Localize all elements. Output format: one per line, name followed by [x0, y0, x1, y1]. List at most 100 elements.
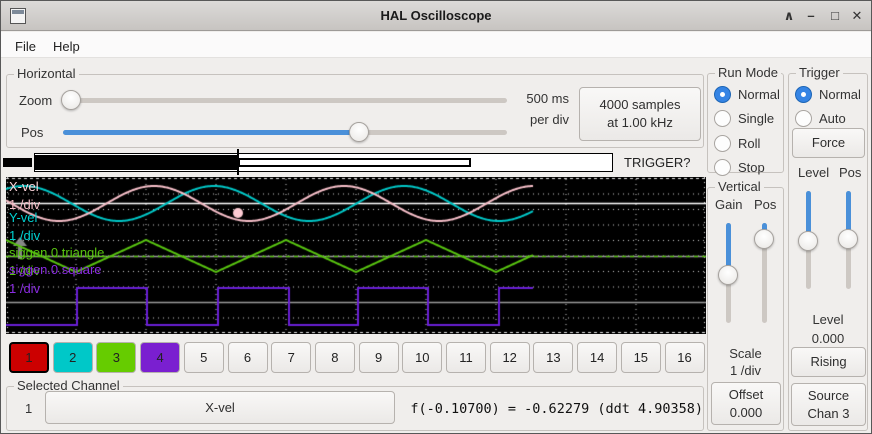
channel-button-6[interactable]: 6: [227, 342, 268, 373]
pos-slider-handle[interactable]: [349, 122, 369, 142]
maximize-window-icon[interactable]: □: [831, 8, 839, 23]
samples-line2: at 1.00 kHz: [607, 115, 673, 130]
trigger-level-label: Level: [798, 165, 830, 180]
trigger-level-caption: Level: [812, 312, 844, 327]
run-mode-radio-label: Stop: [738, 160, 765, 175]
pos-label: Pos: [21, 125, 44, 140]
channel-button-8[interactable]: 8: [314, 342, 355, 373]
selected-channel-group: Selected Channel: [6, 378, 704, 431]
vertical-gain-label: Gain: [715, 197, 743, 212]
trigger-mode-radio-auto[interactable]: Auto: [795, 109, 846, 129]
run-mode-radio-normal[interactable]: Normal: [714, 84, 780, 104]
selected-channel-title: Selected Channel: [14, 378, 123, 393]
force-label: Force: [811, 135, 846, 150]
force-trigger-button[interactable]: Force: [792, 128, 865, 158]
minimize-window-icon[interactable]: –: [807, 8, 815, 23]
channel-button-2[interactable]: 2: [52, 342, 93, 373]
pos-slider-fill: [63, 130, 359, 135]
trigger-mode-radio-label: Auto: [819, 111, 846, 126]
run-mode-radio-single[interactable]: Single: [714, 109, 774, 129]
trigger-group: Trigger Normal Auto: [788, 65, 868, 431]
vertical-pos-slider-track[interactable]: [762, 223, 767, 323]
scope-channel-label: 1 /div: [9, 197, 41, 212]
trigger-mode-radio-indicator[interactable]: [795, 110, 812, 127]
window-icon: [10, 8, 26, 24]
channel-button-14[interactable]: 14: [577, 342, 618, 373]
channel-button-11[interactable]: 11: [446, 342, 486, 373]
scope-channel-label: X-vel: [9, 179, 39, 194]
run-mode-title: Run Mode: [715, 65, 781, 80]
horizontal-group-title: Horizontal: [14, 66, 79, 81]
trigger-source-button[interactable]: Source Chan 3: [791, 383, 866, 426]
time-per-div-caption: per div: [529, 112, 569, 127]
trigger-level-slider-fill: [806, 191, 811, 241]
channel-button-16[interactable]: 16: [664, 342, 705, 373]
zoom-slider-track[interactable]: [63, 98, 507, 103]
channel-button-9[interactable]: 9: [358, 342, 399, 373]
channel-button-10[interactable]: 10: [402, 342, 443, 373]
vertical-gain-slider-handle[interactable]: [718, 265, 738, 285]
time-per-div-value: 500 ms: [526, 91, 569, 106]
run-mode-group: Run Mode Normal Single Roll Stop: [707, 65, 784, 176]
run-mode-radio-stop[interactable]: Stop: [714, 158, 765, 178]
channel-button-13[interactable]: 13: [533, 342, 574, 373]
vertical-scale-value: 1 /div: [729, 363, 762, 378]
vertical-pos-label: Pos: [754, 197, 777, 212]
run-mode-radio-label: Roll: [738, 135, 761, 151]
close-window-icon[interactable]: ✕: [851, 8, 863, 23]
menu-bar: File Help: [1, 32, 871, 58]
trigger-title: Trigger: [796, 65, 843, 80]
channel-button-1[interactable]: 1: [9, 342, 49, 373]
run-mode-radio-roll[interactable]: Roll: [714, 133, 760, 153]
menu-help[interactable]: Help: [53, 39, 80, 54]
run-mode-radio-label: Normal: [738, 86, 780, 102]
vertical-group: Vertical: [707, 179, 784, 431]
vertical-pos-slider-handle[interactable]: [754, 229, 774, 249]
trigger-mode-radio-normal[interactable]: Normal: [795, 84, 861, 104]
vertical-scale-caption: Scale: [729, 346, 762, 361]
channel-button-3[interactable]: 3: [96, 342, 137, 373]
channel-source-label: X-vel: [205, 399, 235, 415]
title-bar: HAL Oscilloscope ∧ – □ ✕: [1, 1, 871, 31]
run-mode-radio-indicator[interactable]: [714, 85, 731, 103]
vertical-title: Vertical: [715, 179, 764, 194]
channel-value-readout: f(-0.10700) = -0.62279 (ddt 4.90358): [410, 401, 703, 417]
trigger-edge-button[interactable]: Rising: [791, 347, 866, 377]
scope-channel-label: siggen.0.triangle: [9, 245, 105, 260]
run-mode-radio-indicator[interactable]: [714, 134, 731, 152]
shade-window-icon[interactable]: ∧: [783, 8, 795, 23]
channel-button-7[interactable]: 7: [271, 342, 312, 373]
scope-display[interactable]: X-vel 1 /div Y-vel 1 /div siggen.0.triangle 1…: [6, 177, 706, 334]
zoom-slider-handle[interactable]: [61, 90, 81, 110]
run-mode-radio-label: Single: [738, 111, 775, 126]
record-bar-window[interactable]: [238, 158, 471, 167]
run-mode-radio-indicator[interactable]: [714, 110, 731, 127]
selected-channel-number: 1: [25, 401, 33, 416]
menu-file[interactable]: File: [15, 39, 36, 54]
vertical-offset-button[interactable]: Offset 0.000: [711, 382, 781, 425]
run-mode-radio-indicator[interactable]: [714, 159, 731, 176]
channel-button-12[interactable]: 12: [489, 342, 530, 373]
scope-channel-label: 1 /div: [9, 281, 41, 296]
vertical-offset-value: 0.000: [729, 404, 763, 420]
trigger-mode-radio-indicator[interactable]: [795, 85, 812, 103]
trigger-position-marker[interactable]: [237, 149, 239, 175]
trigger-question-label: TRIGGER?: [624, 155, 691, 170]
trigger-level-value: 0.000: [811, 331, 845, 346]
trigger-level-slider-handle[interactable]: [798, 231, 818, 251]
trigger-pos-slider-fill: [846, 191, 851, 239]
trigger-edge-label: Rising: [810, 354, 847, 369]
channel-button-5[interactable]: 5: [183, 342, 224, 373]
samples-button[interactable]: 4000 samples at 1.00 kHz: [579, 87, 701, 141]
zoom-label: Zoom: [19, 93, 53, 108]
scope-channel-label: 1 /div: [9, 263, 41, 278]
trigger-pos-label: Pos: [839, 165, 862, 180]
channel-button-15[interactable]: 15: [620, 342, 661, 373]
trigger-pos-slider-handle[interactable]: [838, 229, 858, 249]
channel-button-4[interactable]: 4: [140, 342, 181, 373]
vertical-offset-caption: Offset: [728, 386, 764, 402]
vertical-gain-slider-fill: [726, 223, 731, 275]
channel-source-button[interactable]: X-vel: [45, 391, 395, 424]
scope-channel-label: Y-vel: [9, 210, 38, 225]
